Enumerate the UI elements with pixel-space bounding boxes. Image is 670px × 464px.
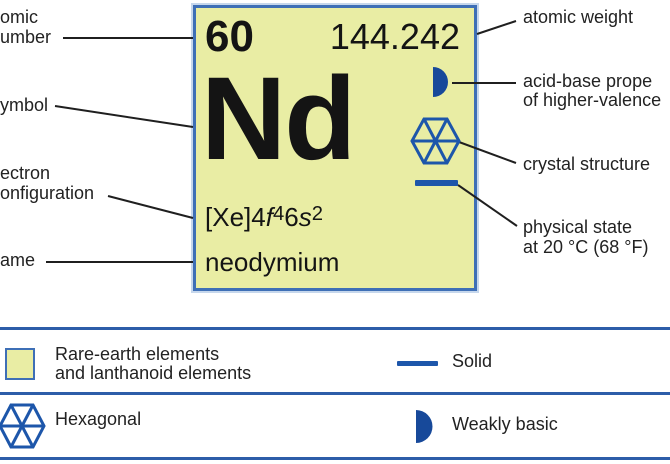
- weakly-basic-half-circle-icon: [416, 410, 433, 443]
- element-name: neodymium: [205, 247, 340, 277]
- connector-atomic-weight: [476, 20, 517, 35]
- label-physical-state-line1: physical state: [523, 217, 633, 237]
- element-symbol: Nd: [201, 53, 356, 185]
- label-electron-config-line1: ectron: [0, 163, 51, 183]
- legend-divider-bottom: [0, 457, 670, 460]
- label-acid-base-line1: acid-base prope: [523, 71, 653, 91]
- econfig-prefix: [Xe]4: [205, 202, 266, 232]
- econfig-s-superscript: 2: [311, 202, 323, 225]
- label-atomic-number: omic umber: [0, 7, 51, 47]
- label-acid-base-properties: acid-base prope of higher-valence: [523, 72, 661, 110]
- label-name: ame: [0, 250, 36, 270]
- label-physical-state-line2: at 20 °C (68 °F): [523, 237, 649, 257]
- hexagonal-icon: [0, 403, 46, 449]
- label-electron-configuration: ectron onfiguration: [0, 163, 94, 203]
- label-physical-state: physical state at 20 °C (68 °F): [523, 217, 648, 257]
- legend-rare-earth-line1: Rare-earth elements: [55, 344, 220, 364]
- legend-solid-label: Solid: [452, 351, 493, 371]
- connector-symbol: [54, 105, 194, 128]
- atomic-number-value: 60: [205, 12, 254, 61]
- legend-divider-middle: [0, 392, 670, 395]
- econfig-mid: 6: [284, 202, 299, 232]
- label-electron-config-line2: onfiguration: [0, 183, 95, 203]
- label-symbol: ymbol: [0, 95, 49, 115]
- solid-line-icon: [397, 361, 438, 366]
- label-atomic-weight: atomic weight: [523, 7, 634, 27]
- legend-divider-top: [0, 327, 670, 330]
- econfig-s-orbital: s: [298, 202, 312, 232]
- legend-hexagonal-label: Hexagonal: [55, 409, 142, 429]
- label-atomic-number-line2: umber: [0, 27, 52, 47]
- legend-rare-earth-label: Rare-earth elements and lanthanoid eleme…: [55, 345, 251, 383]
- connector-electron-configuration: [107, 195, 194, 219]
- econfig-f-superscript: 4: [272, 202, 285, 225]
- label-acid-base-line2: of higher-valence: [523, 90, 662, 110]
- econfig-f-orbital: f: [265, 202, 273, 232]
- legend-rare-earth-line2: and lanthanoid elements: [55, 363, 252, 383]
- legend-weakly-basic-label: Weakly basic: [452, 414, 558, 434]
- atomic-weight-value: 144.242: [329, 16, 460, 57]
- rare-earth-swatch: [5, 348, 35, 380]
- label-crystal-structure: crystal structure: [523, 154, 651, 174]
- electron-configuration-value: [Xe]4f46s2: [205, 202, 323, 232]
- label-atomic-number-line1: omic: [0, 7, 39, 27]
